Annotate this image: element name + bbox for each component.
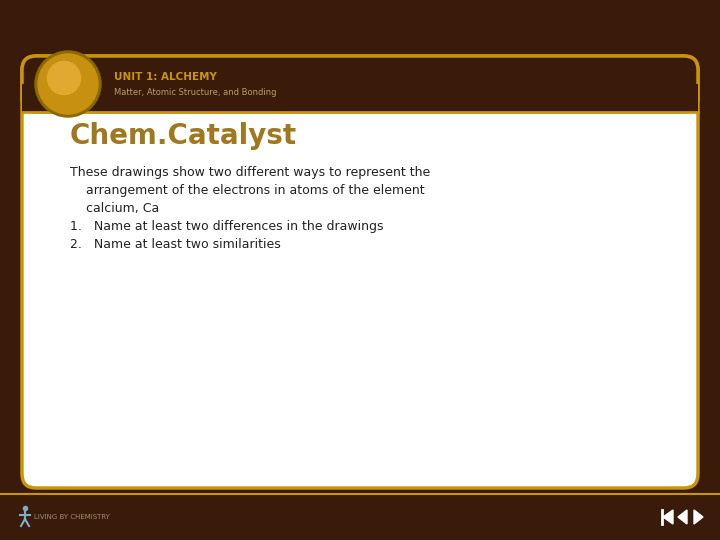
Text: calcium, Ca: calcium, Ca [70,202,159,215]
Bar [0,494,720,540]
Text: arrangement of the electrons in atoms of the element: arrangement of the electrons in atoms of… [70,184,425,197]
Circle shape [48,62,81,94]
Circle shape [38,54,98,114]
Text: LIVING BY CHEMISTRY: LIVING BY CHEMISTRY [34,514,110,520]
Text: 1.   Name at least two differences in the drawings: 1. Name at least two differences in the … [70,220,384,233]
Circle shape [35,51,101,117]
Polygon shape [678,510,687,524]
Text: These drawings show two different ways to represent the: These drawings show two different ways t… [70,166,431,179]
Polygon shape [663,510,673,524]
Text: UNIT 1: ALCHEMY: UNIT 1: ALCHEMY [114,72,217,82]
Text: Matter, Atomic Structure, and Bonding: Matter, Atomic Structure, and Bonding [114,88,276,97]
Polygon shape [694,510,703,524]
Bar [22,84,698,112]
FancyBboxPatch shape [22,56,698,112]
Text: 2.   Name at least two similarities: 2. Name at least two similarities [70,238,281,251]
FancyBboxPatch shape [22,56,698,488]
Text: Chem.Catalyst: Chem.Catalyst [70,122,297,150]
